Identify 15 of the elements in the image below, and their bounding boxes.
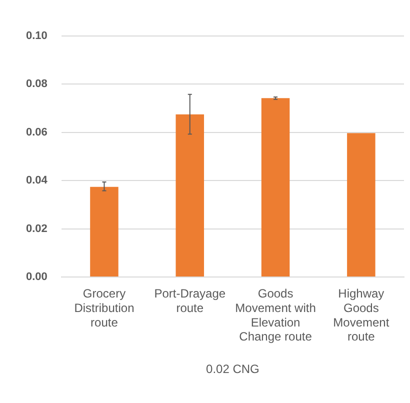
- y-tick-label: 0.10: [26, 30, 48, 42]
- bar: [347, 133, 376, 276]
- bar: [261, 98, 290, 276]
- x-tick-label: Port-Drayage route: [154, 286, 226, 315]
- bar: [90, 186, 118, 276]
- y-tick-label: 0.04: [26, 174, 48, 187]
- y-tick-label: 0.06: [26, 126, 48, 138]
- x-axis-title: 0.02 CNG: [206, 362, 260, 376]
- y-tick-label: 0.08: [26, 78, 48, 90]
- x-tick-label: Highway Goods Movement route: [333, 286, 390, 344]
- y-tick-label: 0.02: [26, 222, 48, 235]
- y-tick-label: 0.00: [26, 271, 48, 284]
- x-tick-label: Grocery Distribution route: [74, 286, 134, 330]
- x-tick-label: Goods Movement with Elevation Change route: [235, 286, 316, 344]
- bar: [176, 114, 204, 276]
